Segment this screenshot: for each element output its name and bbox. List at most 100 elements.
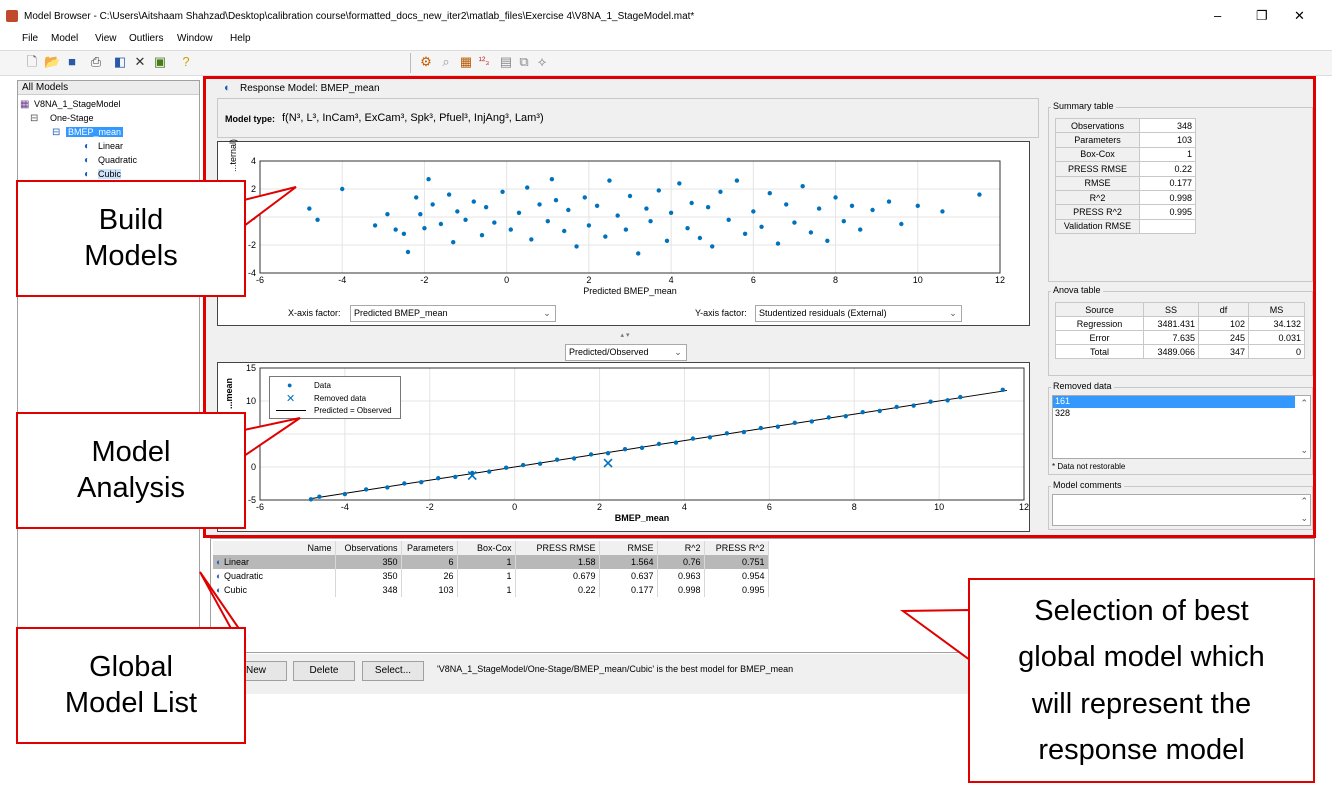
tree-child-linear[interactable]: Linear xyxy=(98,141,124,151)
new-file-icon[interactable]: 🗋 xyxy=(26,54,38,69)
data-point xyxy=(877,408,882,414)
data-point xyxy=(571,456,577,461)
save-icon[interactable]: ■ xyxy=(68,54,76,69)
stack-icon[interactable]: ▤ xyxy=(499,54,513,69)
menu-window[interactable]: Window xyxy=(177,33,213,44)
column-header[interactable]: RMSE xyxy=(599,541,658,555)
callout-analysis-line1: Model xyxy=(91,436,171,469)
scroll-down-icon[interactable]: ⌄ xyxy=(1300,445,1308,455)
table-row: Box-Cox 1 xyxy=(1055,146,1196,163)
x-tick-label: -4 xyxy=(341,502,349,512)
minimize-button[interactable]: – xyxy=(1214,8,1222,23)
legend-line-label: Predicted = Observed xyxy=(314,406,392,415)
data-point xyxy=(594,203,600,208)
boxes-icon[interactable]: ▦ xyxy=(459,54,473,69)
splitter-handle[interactable]: ▴ ▾ xyxy=(620,332,630,339)
build-icon[interactable]: ⚙ xyxy=(420,54,432,69)
table-cell: 1.564 xyxy=(599,555,658,569)
removed-data-point xyxy=(467,471,477,481)
data-point xyxy=(516,210,522,215)
scroll-up-icon[interactable]: ⌃ xyxy=(1300,398,1308,408)
chevron-down-icon: ⌄ xyxy=(674,347,682,357)
delete-icon[interactable]: ✕ xyxy=(134,54,146,69)
cubic-row-icon: ◐ xyxy=(216,585,224,595)
select-button[interactable]: Select... xyxy=(362,661,424,681)
y-factor-select[interactable]: Studentized residuals (External) ⌄ xyxy=(755,305,962,322)
table-row[interactable]: ◐ Quadratic 350 26 1 0.679 0.637 0.963 0… xyxy=(213,569,769,583)
close-button[interactable]: ✕ xyxy=(1294,8,1305,23)
data-point xyxy=(639,445,645,451)
delete-button[interactable]: Delete xyxy=(293,661,355,681)
tree-response[interactable]: BMEP_mean xyxy=(66,127,124,137)
data-point xyxy=(372,223,378,228)
callout-build-line1: Build xyxy=(98,204,164,237)
restore-button[interactable]: ❐ xyxy=(1256,8,1268,23)
plot-type-select[interactable]: Predicted/Observed ⌄ xyxy=(565,344,687,361)
scroll-up-icon[interactable]: ⌃ xyxy=(1300,496,1308,506)
table-cell: 0.679 xyxy=(515,569,600,583)
data-point xyxy=(426,177,431,182)
column-header[interactable]: PRESS RMSE xyxy=(515,541,600,555)
select-model-icon[interactable]: ▣ xyxy=(153,54,167,69)
anova-table: Source SS df MS Regression 3481.431 102 34.… xyxy=(1055,302,1305,359)
table-cell: 0.963 xyxy=(657,569,705,583)
column-header[interactable]: Name xyxy=(213,541,336,555)
column-header[interactable]: Parameters xyxy=(401,541,458,555)
callout-selection-line3: will represent the xyxy=(1031,687,1252,720)
column-header[interactable]: Box-Cox xyxy=(457,541,516,555)
data-point xyxy=(545,219,550,224)
print-icon[interactable]: ⎙ xyxy=(90,54,102,69)
model-tree-panel: All Models ▦ V8NA_1_StageModel ⊟ One-Sta… xyxy=(17,80,200,685)
table-cell: 350 xyxy=(335,555,402,569)
data-point xyxy=(690,436,696,441)
column-header[interactable]: R^2 xyxy=(657,541,705,555)
x-tick-label: 10 xyxy=(913,275,923,285)
data-point xyxy=(707,435,713,440)
removed-data-list[interactable]: 161 328 ⌃ ⌄ xyxy=(1052,395,1311,459)
menu-view[interactable]: View xyxy=(95,33,117,44)
tree-root[interactable]: V8NA_1_StageModel xyxy=(34,99,121,109)
list-item[interactable]: 161 xyxy=(1053,396,1295,408)
help-icon[interactable]: ? xyxy=(182,54,190,69)
evaluate-icon[interactable]: ⌕ xyxy=(442,54,450,69)
tree-stage[interactable]: One-Stage xyxy=(50,113,94,123)
data-point xyxy=(308,497,314,502)
x-tick-label: -4 xyxy=(338,275,346,285)
menu-model[interactable]: Model xyxy=(51,33,79,44)
column-header[interactable]: PRESS R^2 xyxy=(704,541,769,555)
table-header-row: Name Observations Parameters Box-Cox PRE… xyxy=(213,541,769,555)
table-row[interactable]: ◐ Linear 350 6 1 1.58 1.564 0.76 0.751 xyxy=(213,555,769,569)
model-comments-input[interactable]: ⌃ ⌄ xyxy=(1052,494,1311,526)
column-header[interactable]: Observations xyxy=(335,541,402,555)
menu-file[interactable]: File xyxy=(22,33,39,44)
data-point xyxy=(436,476,441,481)
x-factor-label: X-axis factor: xyxy=(288,308,341,318)
numbers-icon[interactable]: ¹²₃ xyxy=(478,56,490,67)
data-point xyxy=(697,235,703,241)
open-folder-icon[interactable]: 📂 xyxy=(44,54,61,69)
data-point xyxy=(430,202,435,207)
x-factor-select[interactable]: Predicted BMEP_mean ⌄ xyxy=(350,305,556,322)
list-item[interactable]: 328 xyxy=(1055,408,1071,418)
data-point xyxy=(784,202,789,207)
data-point xyxy=(858,227,863,232)
data-point xyxy=(414,195,419,200)
data-point xyxy=(726,217,731,222)
menu-outliers[interactable]: Outliers xyxy=(129,33,164,44)
data-point xyxy=(656,441,662,447)
wand-icon[interactable]: ⟡ xyxy=(537,54,547,69)
tree-child-quadratic[interactable]: Quadratic xyxy=(98,155,138,165)
project-icon: ▦ xyxy=(20,99,30,110)
compare-icon[interactable]: ⧉ xyxy=(519,54,529,69)
y-tick-label: 4 xyxy=(251,156,256,166)
summary-table: Observations 348 Parameters 103 Box-Cox 1 P… xyxy=(1055,117,1196,235)
new-model-icon[interactable]: ◧ xyxy=(113,54,127,69)
table-row: RMSE 0.177 xyxy=(1055,175,1196,191)
table-row[interactable]: ◐ Cubic 348 103 1 0.22 0.177 0.998 0.995 xyxy=(213,583,769,597)
tree-child-cubic[interactable]: Cubic xyxy=(98,169,122,179)
data-point xyxy=(860,410,865,415)
data-point xyxy=(554,457,560,462)
data-point xyxy=(724,431,730,436)
scroll-down-icon[interactable]: ⌄ xyxy=(1300,513,1308,523)
menu-help[interactable]: Help xyxy=(230,33,251,44)
